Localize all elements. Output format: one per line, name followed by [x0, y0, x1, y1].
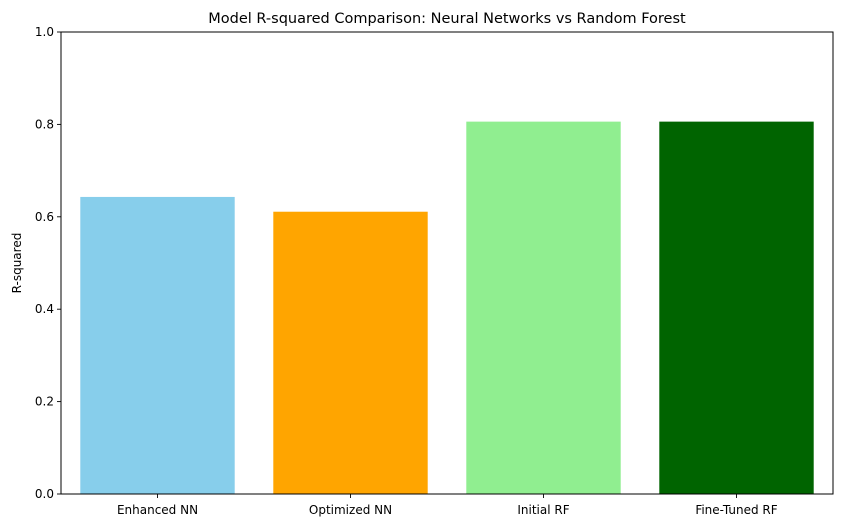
- x-tick-label: Fine-Tuned RF: [695, 503, 777, 517]
- bar-optimized-nn: [273, 211, 428, 494]
- x-tick-label: Enhanced NN: [117, 503, 198, 517]
- y-tick-label: 0.8: [35, 117, 54, 131]
- bar-initial-rf: [466, 121, 621, 495]
- bar-fine-tuned-rf: [659, 121, 814, 495]
- x-tick-label: Initial RF: [517, 503, 569, 517]
- x-axis-ticks: Enhanced NN Optimized NN Initial RF Fine-Tu…: [117, 494, 778, 517]
- y-axis-ticks: 0.0 0.2 0.4 0.6 0.8 1.0: [35, 25, 61, 501]
- chart-title: Model R-squared Comparison: Neural Netwo…: [208, 11, 686, 27]
- x-tick-label: Optimized NN: [309, 503, 392, 517]
- y-tick-label: 0.6: [35, 210, 54, 224]
- y-tick-label: 0.4: [35, 302, 54, 316]
- bar-enhanced-nn: [80, 196, 235, 494]
- y-tick-label: 0.0: [35, 487, 54, 501]
- y-tick-label: 1.0: [35, 25, 54, 39]
- bars: [80, 121, 814, 495]
- y-axis-label: R-squared: [10, 233, 24, 294]
- y-tick-label: 0.2: [35, 395, 54, 409]
- plot-frame: [60, 31, 834, 495]
